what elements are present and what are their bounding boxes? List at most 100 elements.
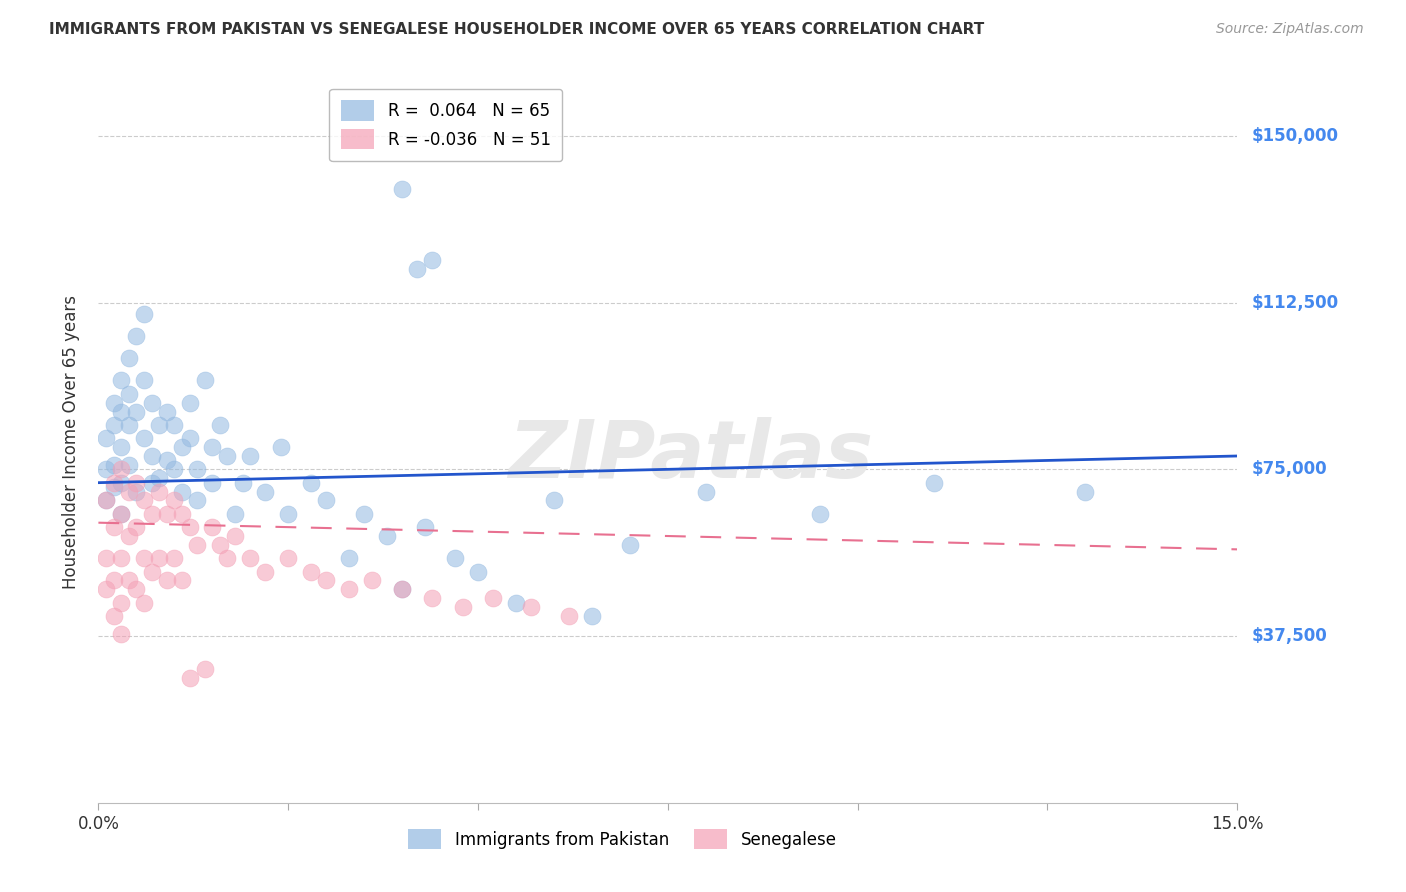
Point [110, 551, 132, 566]
Point [444, 551, 467, 566]
Point [413, 520, 436, 534]
Point [239, 449, 262, 463]
Point [125, 404, 148, 418]
Point [118, 417, 141, 432]
Point [110, 627, 132, 641]
Point [118, 458, 141, 472]
Point [110, 507, 132, 521]
Point [467, 565, 489, 579]
Point [217, 551, 239, 566]
Point [148, 551, 170, 566]
Point [103, 574, 125, 588]
Point [179, 431, 201, 445]
Point [103, 417, 125, 432]
Point [451, 600, 474, 615]
Point [277, 507, 299, 521]
Point [110, 404, 132, 418]
Point [103, 395, 125, 409]
Point [179, 395, 201, 409]
Point [110, 596, 132, 610]
Point [695, 484, 717, 499]
Point [110, 440, 132, 454]
Point [148, 471, 170, 485]
Point [232, 475, 254, 490]
Point [118, 386, 141, 401]
Point [125, 484, 148, 499]
Point [125, 582, 148, 597]
Point [94, 551, 117, 566]
Point [103, 480, 125, 494]
Point [201, 475, 224, 490]
Point [132, 596, 155, 610]
Point [125, 329, 148, 343]
Legend: Immigrants from Pakistan, Senegalese: Immigrants from Pakistan, Senegalese [398, 819, 846, 860]
Point [315, 493, 337, 508]
Text: $37,500: $37,500 [1251, 627, 1327, 645]
Point [94, 493, 117, 508]
Text: ZIPatlas: ZIPatlas [508, 417, 873, 495]
Point [170, 440, 193, 454]
Point [103, 609, 125, 624]
Point [558, 609, 581, 624]
Point [315, 574, 337, 588]
Point [277, 551, 299, 566]
Point [156, 507, 179, 521]
Point [391, 582, 413, 597]
Point [148, 484, 170, 499]
Point [163, 417, 186, 432]
Point [194, 662, 217, 676]
Text: IMMIGRANTS FROM PAKISTAN VS SENEGALESE HOUSEHOLDER INCOME OVER 65 YEARS CORRELAT: IMMIGRANTS FROM PAKISTAN VS SENEGALESE H… [49, 22, 984, 37]
Point [337, 582, 360, 597]
Point [132, 431, 155, 445]
Point [163, 493, 186, 508]
Point [337, 551, 360, 566]
Point [163, 551, 186, 566]
Point [186, 462, 208, 476]
Point [520, 600, 543, 615]
Y-axis label: Householder Income Over 65 years: Householder Income Over 65 years [62, 294, 80, 589]
Point [581, 609, 603, 624]
Point [201, 520, 224, 534]
Point [118, 574, 141, 588]
Point [170, 574, 193, 588]
Point [353, 507, 375, 521]
Point [156, 404, 179, 418]
Point [299, 475, 322, 490]
Point [360, 574, 382, 588]
Point [170, 484, 193, 499]
Point [118, 484, 141, 499]
Point [808, 507, 831, 521]
Point [94, 462, 117, 476]
Point [103, 458, 125, 472]
Point [132, 551, 155, 566]
Point [406, 262, 429, 277]
Point [186, 538, 208, 552]
Point [217, 449, 239, 463]
Point [94, 431, 117, 445]
Point [141, 395, 163, 409]
Point [270, 440, 292, 454]
Point [422, 253, 444, 268]
Point [208, 417, 231, 432]
Point [103, 520, 125, 534]
Point [201, 440, 224, 454]
Point [239, 551, 262, 566]
Point [254, 565, 277, 579]
Point [391, 582, 413, 597]
Point [156, 453, 179, 467]
Point [118, 351, 141, 366]
Point [179, 520, 201, 534]
Point [141, 565, 163, 579]
Point [141, 475, 163, 490]
Point [391, 182, 413, 196]
Point [148, 417, 170, 432]
Point [103, 475, 125, 490]
Point [375, 529, 398, 543]
Point [163, 462, 186, 476]
Point [132, 373, 155, 387]
Point [186, 493, 208, 508]
Point [224, 529, 246, 543]
Point [254, 484, 277, 499]
Point [125, 520, 148, 534]
Point [619, 538, 641, 552]
